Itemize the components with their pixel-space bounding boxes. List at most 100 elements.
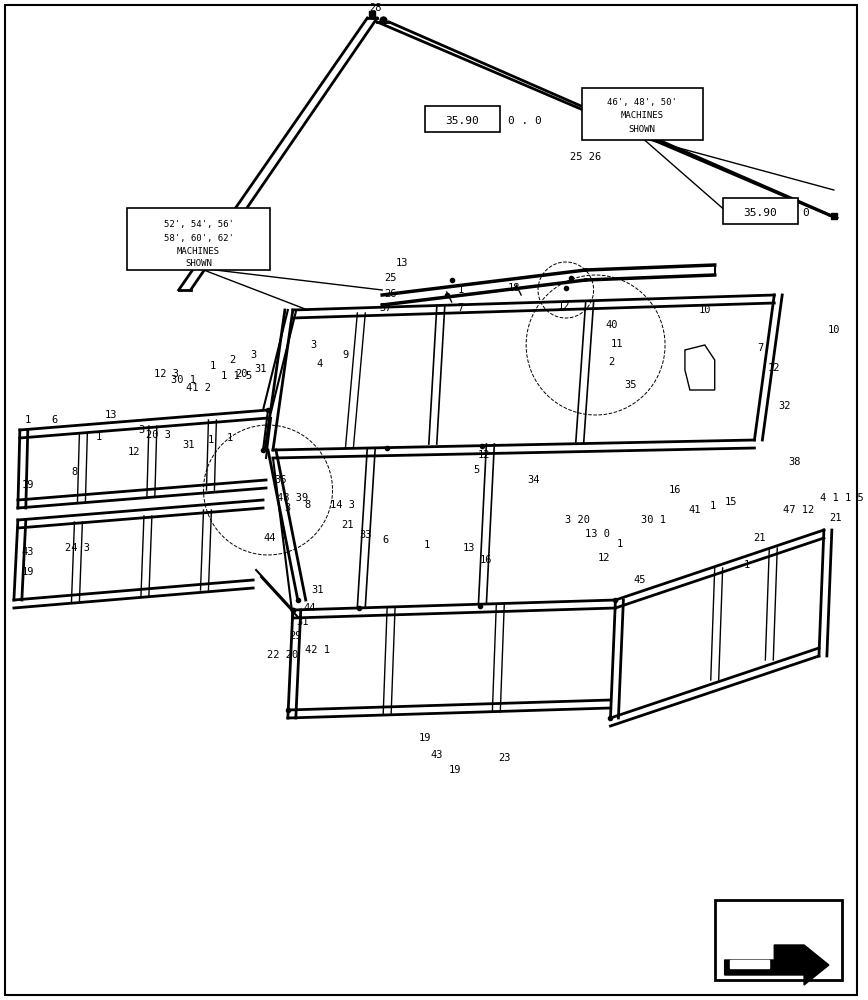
Text: 47 12: 47 12	[784, 505, 815, 515]
Text: 12: 12	[557, 301, 570, 311]
Text: 30 1: 30 1	[171, 375, 196, 385]
Bar	[714, 900, 842, 980]
Text: 3: 3	[250, 350, 256, 360]
Polygon shape	[685, 345, 714, 390]
Text: 31: 31	[182, 440, 194, 450]
Text: 12: 12	[597, 553, 610, 563]
Text: 1 1 5: 1 1 5	[220, 371, 252, 381]
Text: 21: 21	[830, 513, 842, 523]
FancyBboxPatch shape	[127, 208, 270, 270]
Text: 3: 3	[138, 425, 144, 435]
Text: 2: 2	[608, 357, 615, 367]
Text: 10: 10	[699, 305, 711, 315]
Text: 3: 3	[285, 503, 291, 513]
Text: 6: 6	[382, 535, 388, 545]
Text: 28: 28	[369, 3, 381, 13]
Text: 26: 26	[384, 289, 397, 299]
Polygon shape	[725, 945, 829, 985]
Text: 3 20: 3 20	[565, 515, 590, 525]
Text: 35.90: 35.90	[744, 208, 777, 218]
Text: 9: 9	[342, 350, 349, 360]
Text: 31: 31	[297, 617, 309, 627]
Text: 58', 60', 62': 58', 60', 62'	[163, 233, 233, 242]
Text: 44: 44	[304, 603, 316, 613]
Text: 14 3: 14 3	[330, 500, 355, 510]
Text: 31: 31	[255, 364, 267, 374]
Text: 8: 8	[71, 467, 77, 477]
Text: 2: 2	[229, 355, 235, 365]
Text: 6: 6	[51, 415, 57, 425]
Text: 16: 16	[668, 485, 681, 495]
Text: 43: 43	[431, 750, 443, 760]
Text: 42 1: 42 1	[306, 645, 330, 655]
Text: 36: 36	[274, 475, 287, 485]
Text: 20: 20	[235, 369, 247, 379]
Text: 1: 1	[209, 361, 215, 371]
Text: SHOWN: SHOWN	[628, 124, 655, 133]
Text: 35.90: 35.90	[445, 116, 479, 126]
Text: 52', 54', 56': 52', 54', 56'	[163, 221, 233, 230]
Text: 44: 44	[264, 533, 276, 543]
Text: 3: 3	[311, 340, 317, 350]
Text: 12 3: 12 3	[155, 369, 180, 379]
Text: 19: 19	[22, 567, 34, 577]
Text: 1: 1	[24, 415, 31, 425]
Text: 20 3: 20 3	[147, 430, 171, 440]
Text: 48 39: 48 39	[277, 493, 308, 503]
Text: 19: 19	[22, 480, 34, 490]
Text: 25 26: 25 26	[570, 152, 602, 162]
Text: 18: 18	[508, 283, 521, 293]
Text: 40: 40	[605, 320, 618, 330]
Text: SHOWN: SHOWN	[185, 259, 212, 268]
Text: 1: 1	[207, 435, 214, 445]
Text: 13: 13	[463, 543, 475, 553]
Text: 12: 12	[128, 447, 141, 457]
Text: 13: 13	[105, 410, 117, 420]
Text: 1: 1	[710, 501, 716, 511]
Text: 4: 4	[317, 359, 323, 369]
Text: 0: 0	[802, 208, 809, 218]
Text: MACHINES: MACHINES	[621, 111, 664, 120]
Text: 5: 5	[473, 465, 480, 475]
Text: 22 20: 22 20	[267, 650, 299, 660]
Text: 1: 1	[743, 560, 750, 570]
Text: 7: 7	[457, 303, 464, 313]
Text: MACHINES: MACHINES	[177, 246, 220, 255]
Text: 30 1: 30 1	[641, 515, 666, 525]
Text: 13: 13	[396, 258, 408, 268]
Text: 24 3: 24 3	[65, 543, 90, 553]
Text: 29: 29	[290, 631, 302, 641]
Text: 12: 12	[768, 363, 780, 373]
Text: 1: 1	[457, 285, 464, 295]
Text: 41: 41	[688, 505, 701, 515]
FancyBboxPatch shape	[582, 88, 703, 140]
Text: 4 1 1 5: 4 1 1 5	[820, 493, 864, 503]
Text: 19: 19	[449, 765, 461, 775]
Text: 21: 21	[753, 533, 766, 543]
Text: 7: 7	[757, 343, 764, 353]
Text: 13 0: 13 0	[585, 529, 610, 539]
Text: 37: 37	[379, 303, 391, 313]
Text: 25: 25	[384, 273, 397, 283]
Text: 19: 19	[418, 733, 431, 743]
Text: 43: 43	[22, 547, 34, 557]
Text: 1: 1	[424, 540, 430, 550]
FancyBboxPatch shape	[723, 198, 798, 224]
Text: 35: 35	[624, 380, 636, 390]
Text: 34: 34	[528, 475, 540, 485]
Text: 10: 10	[827, 325, 840, 335]
Text: 1: 1	[227, 433, 233, 443]
Text: 11: 11	[611, 339, 624, 349]
Text: 0 . 0: 0 . 0	[509, 116, 542, 126]
Polygon shape	[730, 960, 769, 968]
Text: 46', 48', 50': 46', 48', 50'	[608, 99, 677, 107]
Text: 1: 1	[96, 432, 102, 442]
Text: 1: 1	[616, 539, 622, 549]
Text: 12: 12	[478, 450, 490, 460]
Text: 21: 21	[341, 520, 353, 530]
Text: 41 2: 41 2	[186, 383, 211, 393]
Text: 32: 32	[778, 401, 791, 411]
Text: 38: 38	[788, 457, 800, 467]
Text: 45: 45	[633, 575, 646, 585]
Text: 15: 15	[724, 497, 737, 507]
